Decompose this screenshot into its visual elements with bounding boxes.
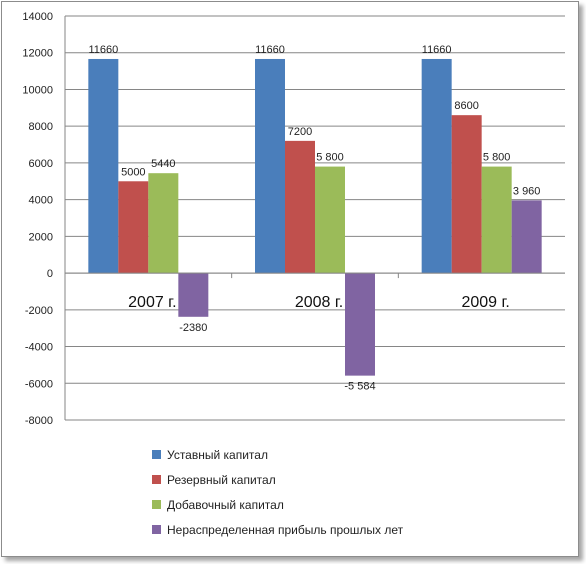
data-label: 5 800 (483, 152, 511, 164)
y-tick-label: 0 (47, 268, 53, 280)
legend-swatch (152, 475, 161, 484)
y-tick-label: 14000 (22, 11, 53, 23)
y-tick-label: 6000 (29, 158, 53, 170)
data-label: 5 800 (316, 152, 344, 164)
bar (421, 58, 452, 274)
category-label: 2009 г. (461, 294, 509, 311)
legend: Уставный капитал Резервный капитал Добавоч… (152, 448, 404, 537)
legend-swatch (152, 525, 161, 534)
data-label: -2380 (179, 322, 207, 334)
legend-label: Уставный капитал (167, 448, 268, 462)
data-labels: 11660 5000 5440 -2380 11660 7200 5 800 -5 584 11… (88, 44, 540, 393)
data-label: 8600 (454, 100, 478, 112)
y-tick-label: 10000 (22, 84, 53, 96)
data-label: 11660 (88, 44, 118, 56)
bar (148, 173, 179, 274)
axes: 14000 12000 10000 8000 6000 4000 2000 0 -2000 -40… (22, 11, 565, 427)
legend-swatch (152, 500, 161, 509)
data-label: 3 960 (513, 185, 541, 197)
legend-label: Резервный капитал (167, 473, 276, 487)
bar (255, 58, 285, 274)
legend-label: Нераспределенная прибыль прошлых лет (167, 523, 404, 537)
legend-swatch (152, 450, 161, 459)
bar (178, 273, 209, 317)
category-label: 2007 г. (128, 294, 176, 311)
bar (481, 166, 512, 274)
data-label: 11660 (422, 44, 452, 56)
data-label: 11660 (255, 44, 285, 56)
y-tick-label: 2000 (29, 231, 53, 243)
y-tick-label: -2000 (25, 305, 53, 317)
y-tick-label: 12000 (22, 48, 53, 60)
bar (451, 115, 482, 274)
data-label: -5 584 (344, 381, 375, 393)
bars (88, 58, 542, 376)
data-label: 5000 (121, 166, 145, 178)
y-tick-label: -4000 (25, 342, 53, 354)
y-tick-label: -8000 (25, 415, 53, 427)
legend-label: Добавочный капитал (167, 498, 284, 512)
y-tick-label: 4000 (29, 195, 53, 207)
category-label: 2008 г. (295, 294, 343, 311)
bar (88, 58, 119, 274)
y-tick-label: -6000 (25, 378, 53, 390)
bar (285, 140, 315, 274)
data-label: 5440 (151, 158, 175, 170)
data-label: 7200 (288, 126, 312, 138)
bar (511, 200, 542, 274)
bar (315, 166, 345, 274)
bar (118, 181, 149, 274)
y-tick-label: 8000 (29, 121, 53, 133)
bar (345, 273, 375, 376)
